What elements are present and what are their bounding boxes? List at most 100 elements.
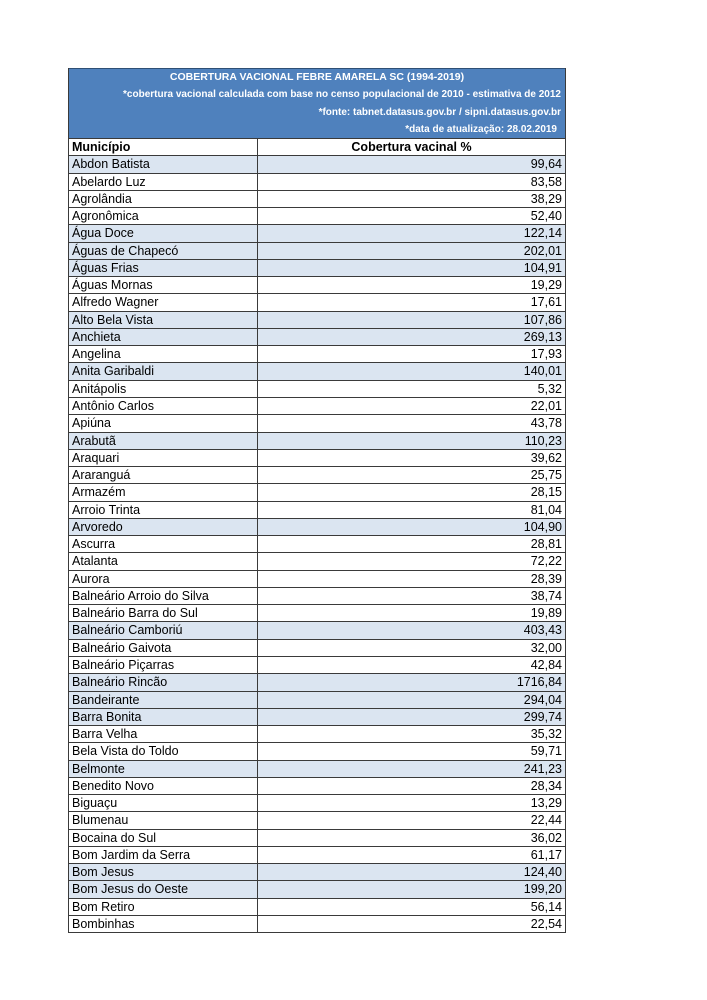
municipio-cell: Alfredo Wagner: [69, 294, 258, 311]
table-row: Águas de Chapecó 202,01: [69, 241, 565, 259]
municipio-cell: Bom Retiro: [69, 898, 258, 915]
table-row: Bela Vista do Toldo 59,71: [69, 742, 565, 760]
cobertura-cell: 22,54: [530, 916, 562, 931]
municipio-cell: Bela Vista do Toldo: [69, 743, 258, 760]
municipio-cell: Araquari: [69, 449, 258, 467]
municipio-cell: Balneário Piçarras: [69, 656, 258, 674]
table-row: Araranguá 25,75: [69, 466, 565, 484]
coverage-table: COBERTURA VACIONAL FEBRE AMARELA SC (199…: [68, 68, 566, 934]
table-row: Atalanta 72,22: [69, 552, 565, 570]
municipio-cell: Arroio Trinta: [69, 501, 258, 518]
table-row: Arvoredo 104,90: [69, 517, 565, 536]
table-row: Apiúna 43,78: [69, 414, 565, 432]
municipio-cell: Aurora: [69, 570, 258, 587]
table-row: Águas Mornas 19,29: [69, 276, 565, 294]
table-row: Armazém 28,15: [69, 483, 565, 501]
cobertura-cell: 52,40: [530, 209, 562, 224]
table-row: Balneário Rincão 1716,84: [69, 673, 565, 691]
cobertura-cell: 36,02: [530, 830, 562, 845]
cobertura-cell: 39,62: [530, 450, 562, 465]
cobertura-cell: 43,78: [530, 416, 562, 431]
table-row: Bombinhas 22,54: [69, 914, 565, 933]
table-row: Balneário Arroio do Silva 38,74: [69, 586, 565, 605]
table-row: Bom Jesus 124,40: [69, 863, 565, 881]
table-row: Água Doce 122,14: [69, 224, 565, 242]
table-row: Balneário Gaivota 32,00: [69, 638, 565, 656]
table-row: Águas Frias 104,91: [69, 258, 565, 277]
municipio-cell: Atalanta: [69, 553, 258, 570]
cobertura-cell: 61,17: [530, 847, 562, 862]
table-row: Anita Garibaldi 140,01: [69, 362, 565, 380]
cobertura-cell: 22,01: [530, 398, 562, 413]
table-row: Ascurra 28,81: [69, 535, 565, 553]
cobertura-cell: 202,01: [523, 243, 562, 258]
table-row: Angelina 17,93: [69, 345, 565, 363]
source-note: *fonte: tabnet.datasus.gov.br / sipni.da…: [318, 106, 561, 118]
municipio-cell: Anitápolis: [69, 380, 258, 397]
table-row: Aurora 28,39: [69, 569, 565, 587]
table-row: Bom Jardim da Serra 61,17: [69, 845, 565, 864]
municipio-cell: Balneário Camboriú: [69, 622, 258, 639]
cobertura-cell: 1716,84: [516, 675, 562, 690]
cobertura-cell: 140,01: [523, 364, 562, 379]
cobertura-cell: 28,15: [530, 485, 562, 500]
municipio-cell: Apiúna: [69, 415, 258, 432]
municipio-cell: Água Doce: [69, 225, 258, 242]
municipio-cell: Ascurra: [69, 536, 258, 553]
municipio-cell: Bocaina do Sul: [69, 829, 258, 846]
municipio-cell: Araranguá: [69, 467, 258, 484]
calculation-note: *cobertura vacional calculada com base n…: [123, 89, 561, 101]
table-row: Anchieta 269,13: [69, 327, 565, 346]
cobertura-cell: 241,23: [523, 761, 562, 776]
table-row: Balneário Camboriú 403,43: [69, 621, 565, 639]
cobertura-cell: 42,84: [530, 657, 562, 672]
table-row: Abdon Batista 99,64: [69, 155, 565, 173]
municipio-cell: Águas Mornas: [69, 277, 258, 294]
municipio-cell: Abelardo Luz: [69, 173, 258, 190]
municipio-cell: Balneário Arroio do Silva: [69, 587, 258, 605]
table-row: Agronômica 52,40: [69, 207, 565, 225]
municipio-cell: Barra Velha: [69, 726, 258, 743]
cobertura-cell: 199,20: [523, 882, 562, 897]
cobertura-cell: 83,58: [530, 174, 562, 189]
cobertura-cell: 294,04: [523, 692, 562, 707]
table-row: Araquari 39,62: [69, 448, 565, 467]
table-row: Barra Bonita 299,74: [69, 707, 565, 726]
cobertura-cell: 81,04: [530, 502, 562, 517]
municipio-cell: Belmonte: [69, 760, 258, 777]
municipio-cell: Benedito Novo: [69, 777, 258, 795]
municipio-cell: Arvoredo: [69, 518, 258, 536]
table-row: Bocaina do Sul 36,02: [69, 828, 565, 846]
municipio-cell: Abdon Batista: [69, 156, 258, 173]
municipio-cell: Armazém: [69, 484, 258, 501]
cobertura-cell: 110,23: [524, 433, 562, 448]
cobertura-cell: 28,39: [530, 571, 562, 586]
cobertura-cell: 38,29: [530, 191, 562, 206]
cobertura-cell: 104,90: [523, 519, 562, 534]
cobertura-cell: 19,89: [530, 606, 562, 621]
cobertura-cell: 35,32: [530, 727, 562, 742]
municipio-cell: Agrolândia: [69, 190, 258, 208]
municipio-cell: Anita Garibaldi: [69, 363, 258, 380]
table-row: Balneário Piçarras 42,84: [69, 655, 565, 674]
cobertura-cell: 122,14: [523, 226, 562, 241]
municipio-cell: Barra Bonita: [69, 708, 258, 726]
cobertura-cell: 59,71: [530, 744, 562, 759]
cobertura-cell: 124,40: [523, 865, 562, 880]
cobertura-cell: 5,32: [537, 381, 562, 396]
table-row: Anitápolis 5,32: [69, 379, 565, 397]
table-row: Alfredo Wagner 17,61: [69, 293, 565, 311]
municipio-cell: Balneário Gaivota: [69, 639, 258, 656]
cobertura-cell: 28,81: [530, 537, 562, 552]
column-header-cobertura: Cobertura vacinal %: [351, 140, 472, 154]
municipio-cell: Arabutã: [69, 432, 258, 449]
table-row: Abelardo Luz 83,58: [69, 172, 565, 190]
municipio-cell: Bom Jesus: [69, 864, 258, 881]
cobertura-cell: 72,22: [530, 554, 562, 569]
municipio-cell: Angelina: [69, 346, 258, 363]
cobertura-cell: 19,29: [530, 278, 562, 293]
cobertura-cell: 17,93: [530, 347, 562, 362]
table-row: Agrolândia 38,29: [69, 189, 565, 208]
cobertura-cell: 299,74: [523, 709, 562, 724]
table-row: Antônio Carlos 22,01: [69, 396, 565, 415]
